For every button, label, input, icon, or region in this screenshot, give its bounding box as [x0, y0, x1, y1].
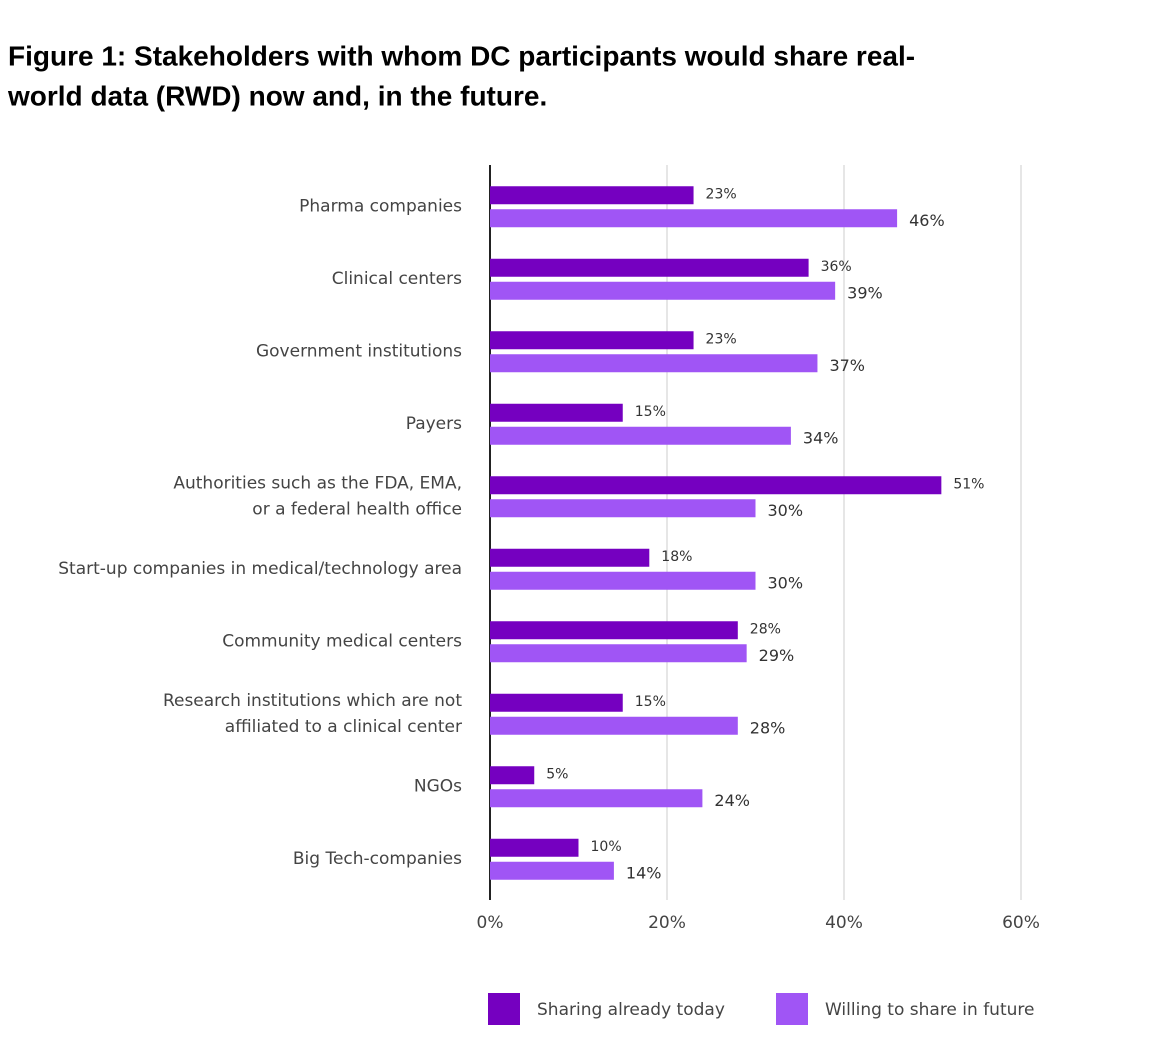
bar	[490, 838, 579, 857]
x-tick-label: 60%	[1002, 913, 1040, 933]
bar	[490, 621, 738, 640]
bar	[490, 499, 756, 518]
value-label: 5%	[546, 766, 568, 782]
bar	[490, 403, 623, 422]
bar	[490, 426, 791, 445]
bar	[490, 476, 942, 495]
y-tick-label: Payers	[406, 414, 462, 434]
value-label: 24%	[714, 791, 750, 810]
bar	[490, 548, 650, 567]
value-label: 28%	[750, 718, 786, 737]
value-label: 34%	[803, 428, 839, 447]
y-tick-label: or a federal health office	[252, 499, 462, 519]
bar	[490, 789, 703, 808]
bar	[490, 354, 818, 373]
bar	[490, 281, 836, 300]
value-label: 39%	[847, 283, 883, 302]
value-label: 18%	[661, 549, 692, 565]
bar	[490, 693, 623, 712]
value-label: 15%	[635, 404, 666, 420]
bar	[490, 716, 738, 735]
y-tick-label: Clinical centers	[332, 269, 462, 289]
bar	[490, 766, 535, 785]
y-tick-label: Pharma companies	[299, 196, 462, 216]
y-tick-label: Big Tech-companies	[293, 849, 462, 869]
y-tick-label: Authorities such as the FDA, EMA,	[173, 473, 462, 493]
legend-label: Willing to share in future	[825, 1000, 1034, 1020]
value-label: 10%	[591, 839, 622, 855]
y-tick-label: Start-up companies in medical/technology…	[58, 559, 462, 579]
y-tick-label: Government institutions	[256, 341, 462, 361]
bar	[490, 861, 614, 880]
value-label: 30%	[768, 573, 804, 592]
value-label: 46%	[909, 211, 945, 230]
y-tick-label: Community medical centers	[222, 631, 462, 651]
x-tick-label: 40%	[825, 913, 863, 933]
x-tick-label: 0%	[477, 913, 504, 933]
bar	[490, 209, 898, 228]
value-label: 36%	[821, 259, 852, 275]
y-tick-label: affiliated to a clinical center	[225, 717, 462, 737]
legend-swatch	[488, 993, 520, 1025]
y-tick-label: NGOs	[414, 776, 462, 796]
bar	[490, 258, 809, 277]
legend-label: Sharing already today	[537, 1000, 725, 1020]
bar	[490, 331, 694, 350]
bar	[490, 186, 694, 205]
value-label: 23%	[706, 186, 737, 202]
x-tick-label: 20%	[648, 913, 686, 933]
legend-swatch	[776, 993, 808, 1025]
value-label: 29%	[759, 646, 795, 665]
chart-title: world data (RWD) now and, in the future.	[7, 80, 547, 111]
value-label: 15%	[635, 694, 666, 710]
value-label: 28%	[750, 621, 781, 637]
value-label: 14%	[626, 863, 662, 882]
value-label: 37%	[829, 356, 865, 375]
bar	[490, 571, 756, 590]
chart-title: Figure 1: Stakeholders with whom DC part…	[8, 40, 915, 71]
value-label: 30%	[768, 501, 804, 520]
bar	[490, 644, 747, 663]
y-tick-label: Research institutions which are not	[163, 691, 462, 711]
value-label: 51%	[953, 476, 984, 492]
value-label: 23%	[706, 331, 737, 347]
